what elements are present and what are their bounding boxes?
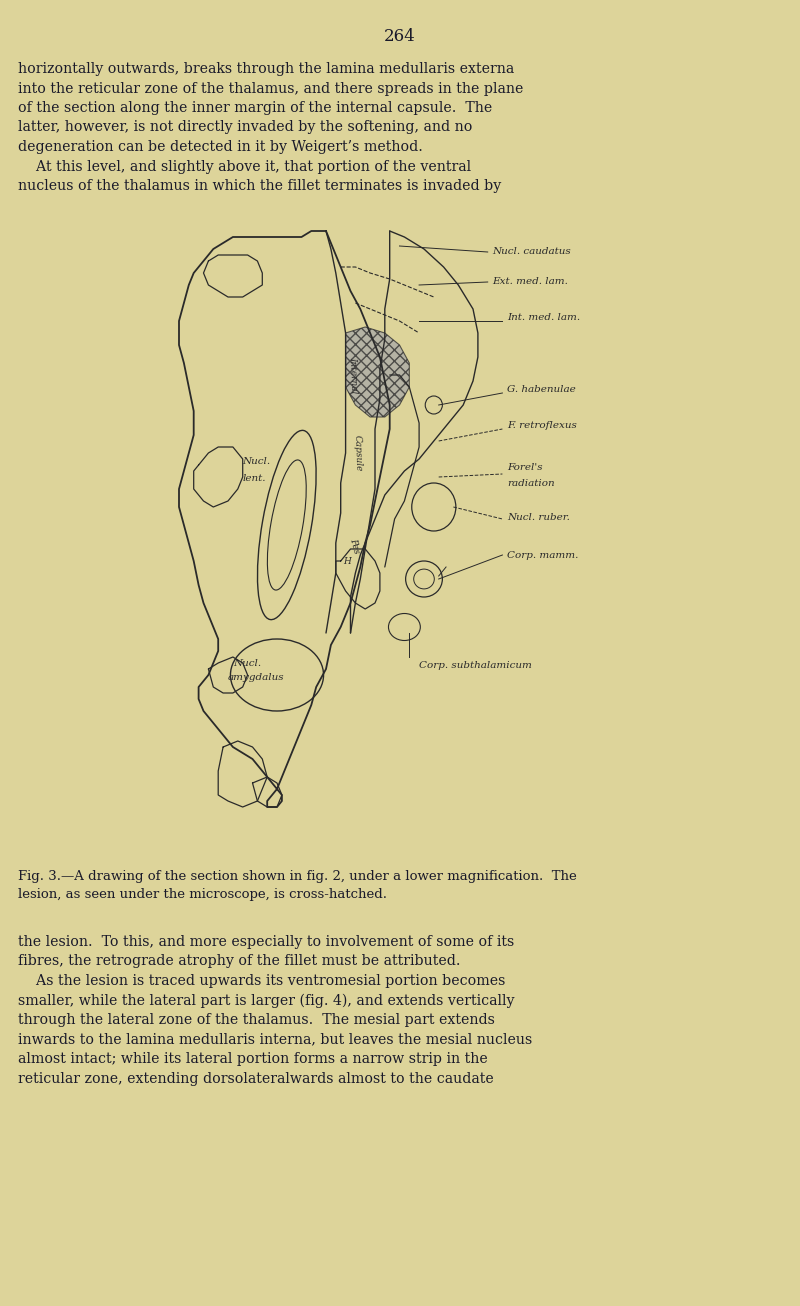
Text: through the lateral zone of the thalamus.  The mesial part extends: through the lateral zone of the thalamus… [18,1013,495,1027]
Text: Forel's: Forel's [507,464,543,473]
Text: F. retroflexus: F. retroflexus [507,422,577,431]
Text: H: H [343,556,351,565]
Text: Internal: Internal [348,357,358,393]
Text: latter, however, is not directly invaded by the softening, and no: latter, however, is not directly invaded… [18,120,472,135]
Text: Int. med. lam.: Int. med. lam. [507,313,581,323]
Text: reticular zone, extending dorsolateralwards almost to the caudate: reticular zone, extending dorsolateralwa… [18,1071,494,1085]
Text: Capsule: Capsule [353,435,363,471]
Text: fibres, the retrograde atrophy of the fillet must be attributed.: fibres, the retrograde atrophy of the fi… [18,955,461,969]
Text: At this level, and slightly above it, that portion of the ventral: At this level, and slightly above it, th… [18,159,471,174]
Text: As the lesion is traced upwards its ventromesial portion becomes: As the lesion is traced upwards its vent… [18,974,506,989]
Text: degeneration can be detected in it by Weigert’s method.: degeneration can be detected in it by We… [18,140,423,154]
Text: nucleus of the thalamus in which the fillet terminates is invaded by: nucleus of the thalamus in which the fil… [18,179,502,193]
Text: Corp. mamm.: Corp. mamm. [507,551,578,559]
Text: horizontally outwards, breaks through the lamina medullaris externa: horizontally outwards, breaks through th… [18,61,514,76]
Polygon shape [346,326,410,417]
Text: G. habenulae: G. habenulae [507,385,576,394]
Text: Fig. 3.—A drawing of the section shown in fig. 2, under a lower magnification.  : Fig. 3.—A drawing of the section shown i… [18,870,577,883]
Text: of the section along the inner margin of the internal capsule.  The: of the section along the inner margin of… [18,101,492,115]
Text: Nucl.: Nucl. [242,457,271,466]
Text: into the reticular zone of the thalamus, and there spreads in the plane: into the reticular zone of the thalamus,… [18,81,523,95]
Text: smaller, while the lateral part is larger (fig. 4), and extends vertically: smaller, while the lateral part is large… [18,994,514,1008]
Text: Pes: Pes [348,537,361,555]
Text: radiation: radiation [507,478,555,487]
Text: Ext. med. lam.: Ext. med. lam. [493,277,569,286]
Text: 264: 264 [384,27,416,44]
Text: lent.: lent. [242,474,266,483]
Text: Nucl.: Nucl. [233,658,261,667]
Text: Corp. subthalamicum: Corp. subthalamicum [419,662,532,670]
Text: amygdalus: amygdalus [228,674,285,683]
Text: Nucl. caudatus: Nucl. caudatus [493,248,571,256]
Text: Nucl. ruber.: Nucl. ruber. [507,513,570,522]
Text: inwards to the lamina medullaris interna, but leaves the mesial nucleus: inwards to the lamina medullaris interna… [18,1033,532,1046]
Text: almost intact; while its lateral portion forms a narrow strip in the: almost intact; while its lateral portion… [18,1053,488,1066]
Text: lesion, as seen under the microscope, is cross-hatched.: lesion, as seen under the microscope, is… [18,888,387,901]
Text: the lesion.  To this, and more especially to involvement of some of its: the lesion. To this, and more especially… [18,935,514,949]
